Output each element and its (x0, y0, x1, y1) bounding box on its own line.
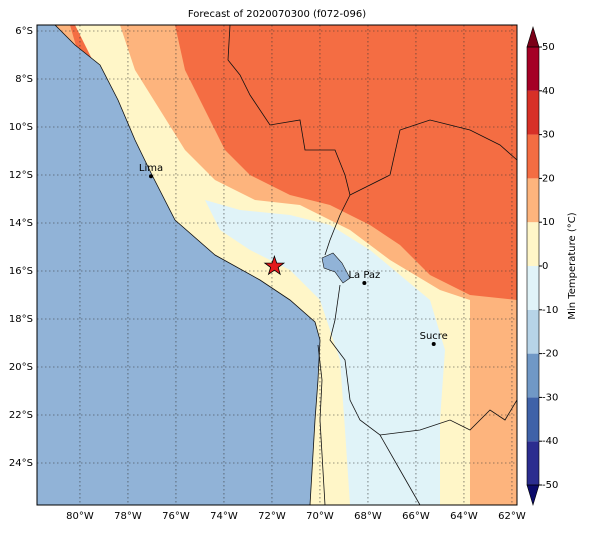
colorbar-tick-label: 10 (542, 217, 555, 228)
map-area: Lima La Paz Sucre (37, 25, 517, 505)
colorbar-over (526, 25, 540, 48)
x-tick-label: 76°W (162, 511, 190, 522)
map-marks: Lima La Paz Sucre (139, 163, 448, 346)
colorbar-tick-label: -30 (542, 392, 558, 403)
x-tick-label: 80°W (66, 511, 94, 522)
x-tick-label: 70°W (306, 511, 334, 522)
colorbar-tick-label: -20 (542, 349, 558, 360)
y-tick-label: 18°S (9, 314, 33, 325)
x-tick-label: 78°W (114, 511, 142, 522)
cold-region (205, 200, 445, 505)
colorbar-segment (527, 353, 539, 398)
colorbar-tick-label: 40 (542, 86, 555, 97)
star-marker (263, 254, 286, 276)
x-tick-label: 66°W (402, 511, 430, 522)
border (379, 434, 421, 505)
colorbar-tick-label: -50 (542, 480, 558, 491)
colorbar-segment (527, 266, 539, 310)
x-tick-label: 72°W (258, 511, 286, 522)
colorbar-label: Min Temperature (°C) (567, 212, 578, 319)
colorbar-segment (527, 90, 539, 135)
y-tick-label: 8°S (15, 74, 33, 85)
warm-region (175, 25, 517, 300)
city-marker (149, 174, 153, 179)
y-tick-label: 6°S (15, 26, 33, 37)
colorbar-tick-label: 0 (542, 261, 548, 272)
colorbar-segment (527, 47, 539, 91)
lake-titicaca (321, 252, 351, 284)
y-tick-label: 20°S (9, 362, 33, 373)
colorbar-tick-label: 20 (542, 173, 555, 184)
colorbar-segment (527, 309, 539, 354)
y-tick-label: 10°S (9, 122, 33, 133)
colorbar-segment (527, 397, 539, 442)
y-tick-label: 24°S (9, 458, 33, 469)
y-tick-label: 14°S (9, 218, 33, 229)
city-marker (362, 281, 367, 285)
colorbar-segment (527, 222, 539, 266)
map-frame (36, 24, 518, 506)
x-tick-label: 68°W (354, 511, 382, 522)
city-label: Sucre (420, 331, 448, 342)
graticule (37, 25, 517, 505)
x-tick-label: 64°W (450, 511, 478, 522)
colorbar-segment (527, 134, 539, 179)
y-tick-label: 12°S (9, 170, 33, 181)
colorbar-tick-label: -40 (542, 436, 558, 447)
y-tick-label: 16°S (9, 266, 33, 277)
border (227, 25, 351, 256)
colorbar-tick-label: -10 (542, 305, 558, 316)
city-marker (431, 341, 436, 346)
x-tick-label: 74°W (210, 511, 238, 522)
colorbar-segment (527, 178, 539, 223)
ocean (37, 25, 321, 505)
colorbar-segment (527, 441, 539, 485)
x-tick-label: 62°W (498, 511, 526, 522)
y-tick-label: 22°S (9, 410, 33, 421)
colorbar-tick-label: 50 (542, 42, 555, 53)
colorbar-tick-label: 30 (542, 130, 555, 141)
map-title: Forecast of 2020070300 (f072-096) (188, 9, 366, 20)
colorbar-under (526, 484, 540, 507)
city-label: Lima (139, 163, 163, 174)
city-label: La Paz (348, 270, 380, 281)
